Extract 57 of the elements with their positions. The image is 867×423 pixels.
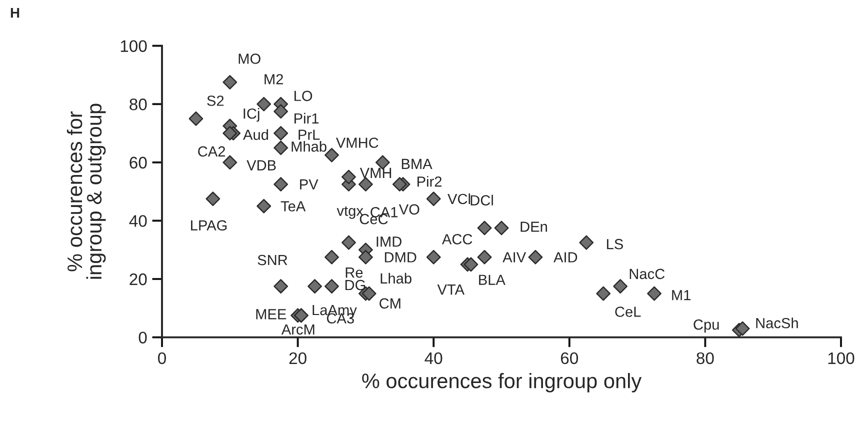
annotation: Mhab	[292, 141, 326, 152]
x-tick-label: 100	[828, 352, 854, 364]
annotation: NacSh	[756, 318, 798, 328]
x-tick-label: 0	[158, 352, 166, 364]
annotation: VO	[398, 204, 420, 215]
annotation: TeA	[280, 201, 306, 212]
annotation: LO	[294, 90, 312, 102]
annotation: CA2	[198, 146, 225, 157]
annotation: LPAG	[191, 220, 227, 231]
annotation: Re	[346, 268, 363, 278]
y-tick-label: 0	[138, 332, 147, 344]
annotation: Lhab	[380, 272, 412, 284]
annotation: MEE	[256, 309, 286, 320]
y-tick-label: 60	[130, 156, 147, 169]
annotation: VMH	[360, 168, 392, 178]
annotation: DG	[345, 280, 366, 290]
annotation: VCl	[448, 193, 470, 204]
annotation: M1	[672, 290, 690, 300]
y-tick-label: 40	[129, 215, 147, 227]
x-tick-label: 60	[560, 352, 578, 364]
annotation: MO	[238, 54, 260, 64]
annotation: Pir2	[418, 176, 442, 187]
x-tick-label: 40	[424, 352, 442, 364]
annotation: DMD	[384, 252, 416, 262]
annotation: AID	[554, 252, 578, 262]
annotation: VMHC	[336, 138, 378, 148]
annotation: ICj	[244, 108, 260, 122]
annotation: AIV	[502, 252, 526, 262]
annotation: Cpu	[694, 319, 719, 333]
annotation: BMA	[402, 158, 432, 169]
x-tick-label: 20	[289, 352, 306, 364]
y-tick-label: 20	[130, 273, 147, 286]
annotation: ArcM	[281, 324, 314, 335]
annotation: VDB	[246, 160, 276, 170]
x-tick-label: 80	[696, 352, 714, 364]
annotation: IMD	[376, 236, 402, 247]
annotation: CeL	[615, 306, 641, 317]
annotation: SNR	[258, 254, 288, 266]
x-axis-title: % occurences for ingroup only	[362, 372, 642, 392]
annotation: ACC	[442, 234, 472, 244]
y-axis-title: % occurences for ingroup & outgroup	[66, 104, 106, 279]
annotation: DEn	[520, 222, 547, 232]
annotation: VTA	[437, 284, 464, 295]
text: H	[10, 8, 20, 18]
y-tick-label: 80	[130, 98, 147, 110]
annotation: NacC	[630, 268, 665, 280]
annotation: PrL	[298, 130, 320, 140]
annotation: CM	[380, 298, 400, 309]
y-tick-label: 100	[120, 40, 147, 52]
annotation: BLA	[479, 274, 506, 285]
annotation: DCl	[470, 194, 493, 206]
annotation: Aud	[243, 129, 268, 140]
annotation: LS	[607, 238, 623, 250]
annotation: S2	[207, 96, 224, 106]
annotation: Pir1	[294, 112, 319, 124]
annotation: PV	[300, 179, 318, 190]
annotation: M2	[264, 74, 283, 84]
